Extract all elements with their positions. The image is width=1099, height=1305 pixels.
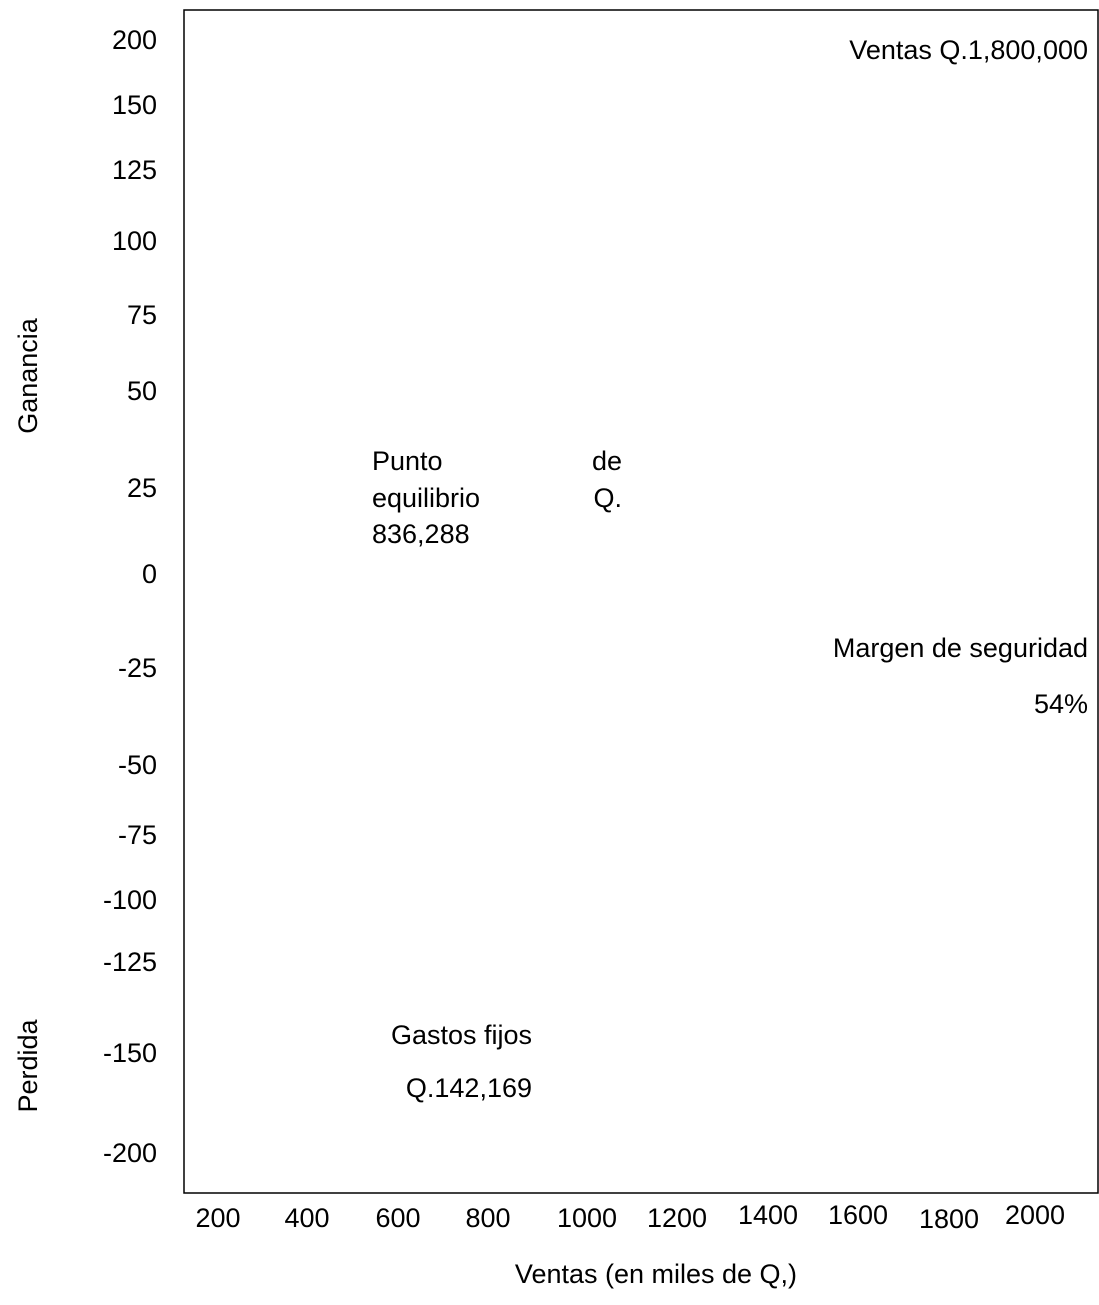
- y-tick-label: -150: [103, 1038, 157, 1068]
- annotation-punto-equilibrio-word2: de: [592, 446, 622, 476]
- x-tick-labels: 200 400 600 800 1000 1200 1400 1600 1800 2000: [195, 1200, 1065, 1234]
- annotation-punto-equilibrio-value: 836,288: [372, 519, 470, 549]
- x-tick-label: 1000: [557, 1203, 617, 1233]
- annotation-margen-seguridad: Margen de seguridad: [833, 633, 1088, 663]
- x-tick-label: 1400: [738, 1200, 798, 1230]
- x-tick-label: 2000: [1005, 1200, 1065, 1230]
- annotation-gastos-value: Q.142,169: [406, 1073, 532, 1103]
- y-tick-label: -50: [118, 750, 157, 780]
- annotation-gastos-fijos: Gastos fijos: [391, 1020, 532, 1050]
- y-axis-label-ganancia: Ganancia: [13, 317, 43, 434]
- x-tick-label: 1200: [647, 1203, 707, 1233]
- annotation-margen-value: 54%: [1034, 689, 1088, 719]
- y-tick-label: -75: [118, 820, 157, 850]
- y-tick-label: -25: [118, 653, 157, 683]
- y-tick-labels: 200 150 125 100 75 50 25 0 -25 -50 -75 -100 -125 -150…: [103, 25, 157, 1168]
- y-tick-label: -200: [103, 1138, 157, 1168]
- y-tick-label: 200: [112, 25, 157, 55]
- annotation-punto-equilibrio-word4: Q.: [593, 483, 622, 513]
- x-tick-label: 1600: [828, 1200, 888, 1230]
- x-tick-label: 200: [195, 1203, 240, 1233]
- y-tick-label: 75: [127, 300, 157, 330]
- y-tick-label: -125: [103, 947, 157, 977]
- x-tick-label: 600: [375, 1203, 420, 1233]
- y-tick-label: 100: [112, 226, 157, 256]
- y-tick-label: 0: [142, 559, 157, 589]
- x-tick-label: 400: [284, 1203, 329, 1233]
- annotation-ventas: Ventas Q.1,800,000: [849, 35, 1088, 65]
- x-tick-label: 800: [465, 1203, 510, 1233]
- annotation-punto-equilibrio-word3: equilibrio: [372, 483, 480, 513]
- y-tick-label: 125: [112, 155, 157, 185]
- y-tick-label: 50: [127, 376, 157, 406]
- y-axis-label-perdida: Perdida: [13, 1018, 43, 1112]
- x-axis-label: Ventas (en miles de Q,): [515, 1259, 797, 1289]
- y-tick-label: 25: [127, 473, 157, 503]
- annotation-punto-equilibrio-word1: Punto: [372, 446, 443, 476]
- x-tick-label: 1800: [919, 1204, 979, 1234]
- plot-area: [183, 9, 1099, 1194]
- y-tick-label: -100: [103, 885, 157, 915]
- y-tick-label: 150: [112, 90, 157, 120]
